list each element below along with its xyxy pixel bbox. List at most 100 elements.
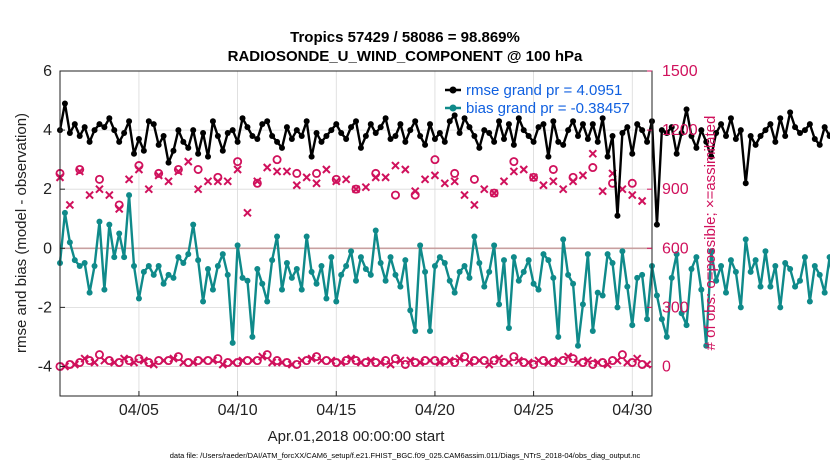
obs-assimilated-marker bbox=[563, 352, 573, 361]
obs-possible-marker bbox=[94, 350, 104, 360]
obs-assimilated-stroke bbox=[85, 190, 94, 200]
bias-point bbox=[131, 263, 137, 269]
bias-point bbox=[757, 283, 764, 290]
rmse-point bbox=[313, 130, 320, 137]
rmse-point bbox=[604, 153, 611, 160]
rmse-point bbox=[594, 138, 601, 145]
obs-assimilated-stroke bbox=[134, 165, 144, 174]
rmse-point bbox=[343, 135, 350, 142]
bias-point bbox=[205, 265, 211, 272]
obs-assimilated-marker bbox=[292, 181, 302, 190]
bias-point bbox=[343, 263, 350, 269]
obs-assimilated-marker bbox=[95, 184, 104, 194]
obs-assimilated-marker bbox=[406, 356, 415, 365]
obs-assimilated-stroke bbox=[282, 167, 292, 176]
bias-point bbox=[412, 328, 419, 334]
obs-assimilated-marker bbox=[85, 190, 94, 200]
rmse-point bbox=[372, 130, 379, 137]
obs-assimilated-marker bbox=[489, 188, 499, 198]
bias-point bbox=[466, 274, 473, 281]
y-tick-label-left: 2 bbox=[43, 181, 52, 198]
rmse-point bbox=[708, 153, 715, 160]
obs-assimilated-marker bbox=[322, 165, 331, 174]
obs-assimilated-marker bbox=[588, 149, 598, 158]
rmse-point bbox=[441, 138, 448, 145]
obs-assimilated-marker bbox=[386, 360, 395, 369]
bias-point bbox=[811, 263, 818, 269]
obs-possible-marker bbox=[509, 157, 519, 167]
legend: rmse grand pr = 4.0951 bias grand pr = -… bbox=[445, 82, 630, 117]
rmse-point bbox=[264, 118, 271, 125]
obs-assimilated-marker bbox=[396, 356, 405, 365]
y-tick-label-right: 1500 bbox=[662, 63, 698, 80]
rmse-point bbox=[214, 133, 221, 139]
bias-point bbox=[560, 236, 567, 243]
rmse-point bbox=[303, 118, 310, 125]
bias-point bbox=[565, 271, 572, 278]
obs-assimilated-marker bbox=[258, 352, 267, 361]
obs-assimilated-stroke bbox=[297, 356, 306, 365]
rmse-point bbox=[165, 159, 172, 166]
obs-assimilated-stroke bbox=[149, 360, 158, 369]
rmse-point bbox=[348, 124, 355, 131]
obs-assimilated-stroke bbox=[519, 165, 528, 174]
bias-point bbox=[150, 271, 157, 278]
obs-assimilated-stroke bbox=[445, 356, 454, 365]
obs-assimilated-stroke bbox=[524, 358, 533, 367]
obs-assimilated-stroke bbox=[554, 356, 563, 365]
obs-assimilated-stroke bbox=[499, 177, 509, 186]
obs-assimilated-marker bbox=[213, 177, 223, 186]
rmse-point bbox=[579, 121, 586, 128]
rmse-point bbox=[737, 127, 744, 134]
rmse-point bbox=[752, 141, 759, 148]
obs-possible-marker bbox=[252, 178, 262, 188]
obs-assimilated-marker bbox=[223, 177, 232, 186]
obs-possible-marker bbox=[588, 163, 598, 173]
rmse-point bbox=[491, 138, 498, 145]
bias-point bbox=[254, 265, 261, 272]
obs-assimilated-stroke bbox=[174, 167, 183, 176]
bias-point bbox=[382, 277, 389, 284]
obs-assimilated-stroke bbox=[223, 177, 232, 186]
rmse-point bbox=[644, 138, 651, 145]
bias-point bbox=[259, 280, 266, 287]
bias-point bbox=[575, 342, 581, 349]
rmse-point bbox=[116, 138, 123, 145]
obs-assimilated-marker bbox=[430, 171, 440, 180]
rmse-point bbox=[126, 118, 133, 125]
rmse-point bbox=[96, 121, 103, 128]
bias-line bbox=[58, 193, 830, 347]
obs-assimilated-stroke bbox=[307, 354, 316, 363]
obs-assimilated-stroke bbox=[544, 358, 553, 367]
obs-assimilated-stroke bbox=[475, 356, 484, 365]
obs-assimilated-marker bbox=[188, 358, 198, 367]
bias-point bbox=[668, 274, 675, 281]
obs-assimilated-marker bbox=[307, 354, 316, 363]
obs-assimilated-stroke bbox=[534, 356, 543, 365]
obs-assimilated-marker bbox=[282, 167, 292, 176]
bias-point bbox=[545, 257, 552, 264]
y-tick-label-right: 300 bbox=[662, 299, 689, 316]
bias-point bbox=[298, 286, 305, 293]
obs-possible-marker bbox=[509, 352, 519, 362]
bias-point bbox=[698, 286, 705, 293]
obs-possible-marker bbox=[617, 350, 627, 360]
obs-assimilated-stroke bbox=[415, 358, 425, 367]
bias-point bbox=[61, 209, 68, 216]
obs-assimilated-marker bbox=[549, 177, 558, 186]
bias-point bbox=[486, 268, 493, 275]
obs-assimilated-stroke bbox=[366, 356, 376, 365]
bias-point bbox=[703, 342, 710, 349]
rmse-point bbox=[560, 141, 567, 148]
obs-assimilated-marker bbox=[184, 157, 193, 166]
bias-point bbox=[353, 277, 359, 284]
rmse-point bbox=[619, 130, 626, 137]
obs-assimilated-marker bbox=[272, 167, 282, 176]
rmse-point bbox=[229, 127, 236, 134]
obs-assimilated-marker bbox=[494, 354, 504, 363]
x-axis-label: Apr.01,2018 00:00:00 start bbox=[268, 428, 446, 445]
bias-point bbox=[71, 257, 78, 264]
rmse-point bbox=[718, 121, 725, 128]
obs-assimilated-stroke bbox=[489, 188, 499, 198]
obs-assimilated-marker bbox=[514, 356, 524, 365]
